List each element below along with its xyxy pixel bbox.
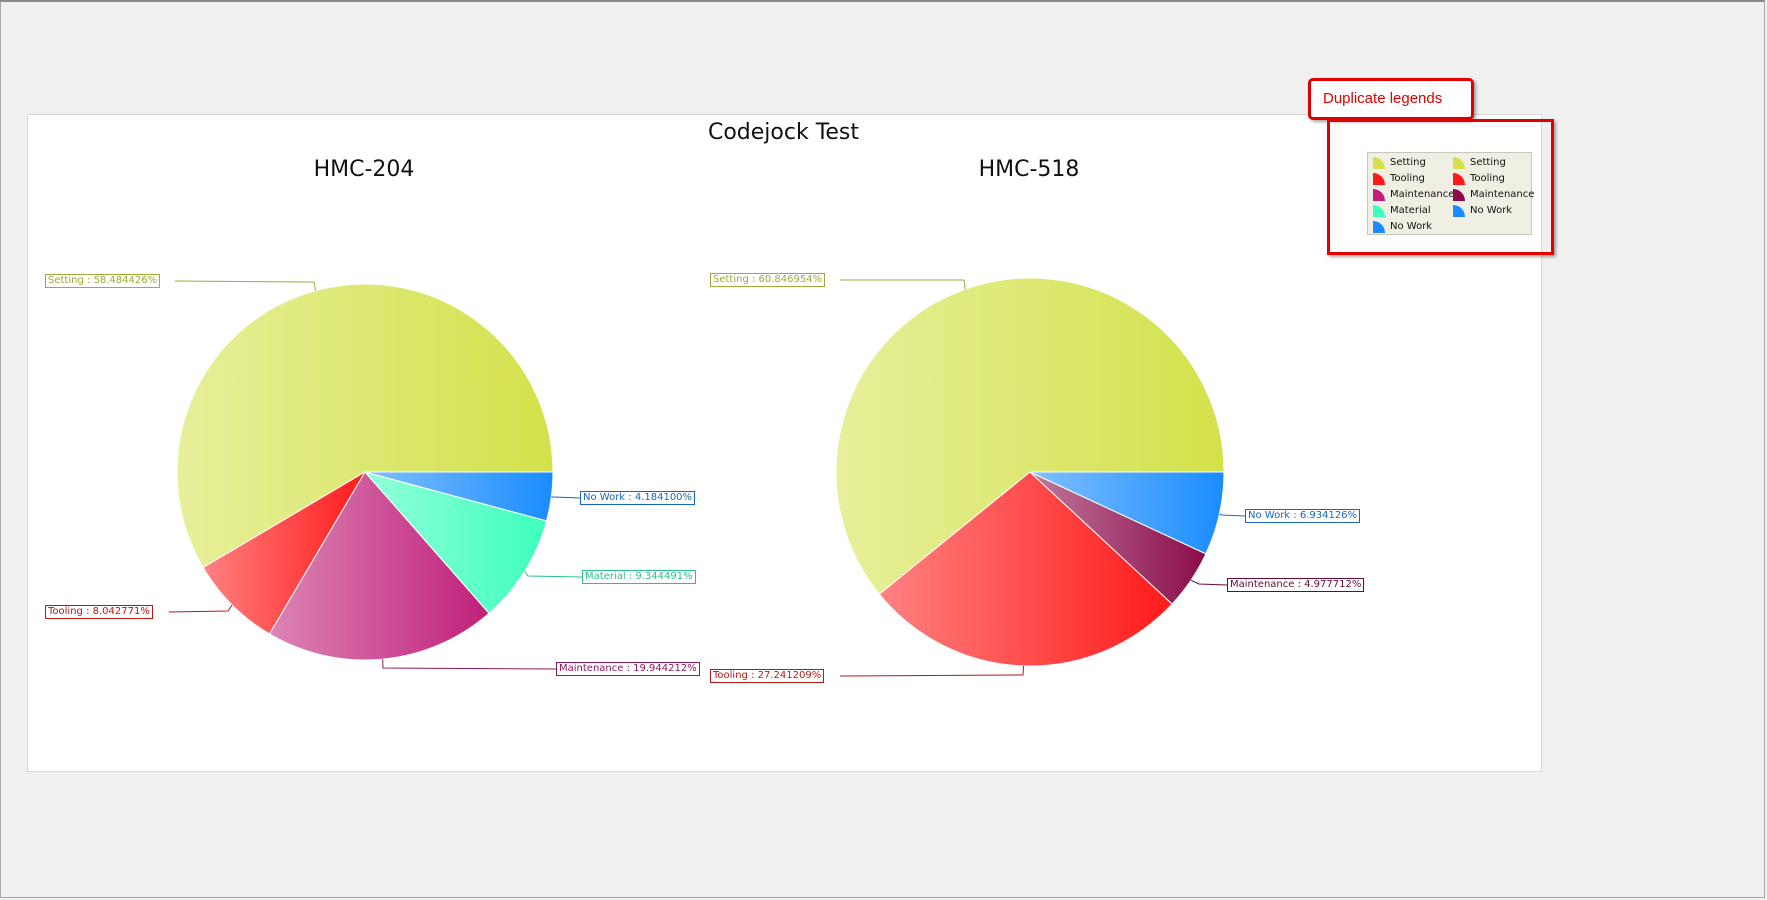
leader-line-1-3 bbox=[1219, 513, 1246, 517]
legend-swatch-icon bbox=[1453, 205, 1465, 217]
pie-slice-0-setting bbox=[176, 283, 554, 569]
legend-label: Setting bbox=[1470, 157, 1506, 168]
pie-title-hmc-518: HMC-518 bbox=[978, 157, 1080, 182]
leader-line-0-0 bbox=[174, 280, 316, 291]
legend-label: Setting bbox=[1390, 157, 1426, 168]
legend-swatch-icon bbox=[1453, 173, 1465, 185]
leader-line-1-1 bbox=[839, 665, 1024, 677]
leader-line-0-4 bbox=[551, 496, 581, 499]
leader-line-0-1 bbox=[168, 604, 233, 613]
legend-swatch-icon bbox=[1373, 205, 1385, 217]
legend-label: Tooling bbox=[1390, 173, 1425, 184]
pie-title-hmc-204: HMC-204 bbox=[313, 157, 415, 182]
slice-label-0-tooling: Tooling : 8.042771% bbox=[45, 605, 153, 619]
legend-swatch-icon bbox=[1453, 189, 1465, 201]
slice-label-0-setting: Setting : 58.484426% bbox=[45, 274, 161, 288]
leader-line-0-3 bbox=[524, 571, 583, 578]
pie-slice-0-tooling bbox=[202, 471, 366, 635]
leader-line-1-0 bbox=[840, 279, 966, 290]
legend-label: Material bbox=[1390, 205, 1431, 216]
legend-label: Maintenance bbox=[1470, 189, 1535, 200]
slice-label-0-material: Material : 9.344491% bbox=[582, 570, 696, 584]
slice-label-1-setting: Setting : 60.846954% bbox=[710, 273, 826, 287]
legend-swatch-icon bbox=[1373, 189, 1385, 201]
slice-label-1-maintenance: Maintenance : 4.977712% bbox=[1227, 578, 1365, 592]
slice-label-0-maintenance: Maintenance : 19.944212% bbox=[556, 662, 700, 676]
legend-swatch-icon bbox=[1373, 157, 1385, 169]
legend-label: No Work bbox=[1390, 221, 1433, 232]
chart-title: Codejock Test bbox=[707, 120, 860, 145]
slice-label-1-no-work: No Work : 6.934126% bbox=[1245, 509, 1361, 523]
chart-legend: Setting Tooling Maintenance Material No Work… bbox=[1367, 152, 1535, 235]
leader-line-1-2 bbox=[1190, 579, 1228, 586]
pie-slice-1-tooling bbox=[878, 471, 1173, 667]
pie-slice-0-maintenance bbox=[268, 471, 490, 661]
slice-label-0-no-work: No Work : 4.184100% bbox=[580, 491, 696, 505]
duplicate-legends-callout: Duplicate legends bbox=[1308, 78, 1474, 120]
legend-swatch-icon bbox=[1373, 173, 1385, 185]
legend-label: No Work bbox=[1470, 205, 1513, 216]
legend-swatch-icon bbox=[1453, 157, 1465, 169]
pie-slice-0-no-work bbox=[364, 471, 554, 522]
legend-label: Maintenance bbox=[1390, 189, 1455, 200]
legend-label: Tooling bbox=[1470, 173, 1505, 184]
leader-line-0-2 bbox=[382, 659, 557, 670]
legend-highlight-box bbox=[1327, 119, 1554, 255]
slice-label-1-tooling: Tooling : 27.241209% bbox=[710, 669, 825, 683]
legend-swatch-icon bbox=[1373, 221, 1385, 233]
